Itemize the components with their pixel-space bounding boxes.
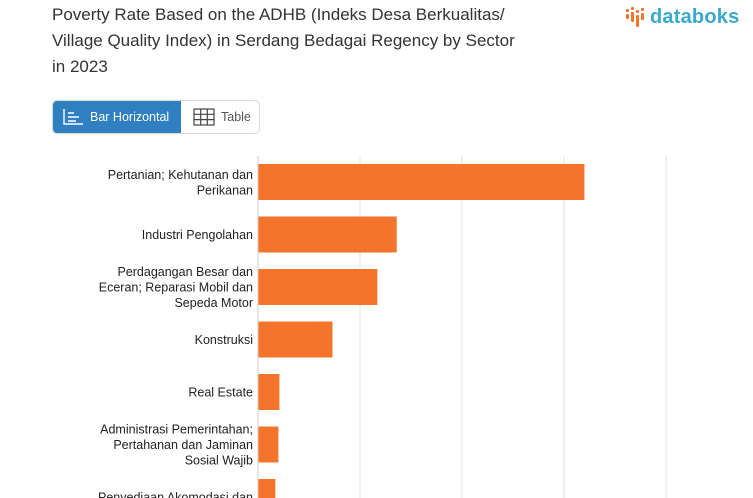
bar-horizontal-label: Bar Horizontal — [90, 110, 170, 124]
chart-title-line-2: Village Quality Index) in Serdang Bedaga… — [52, 31, 515, 50]
chart-title-line-3: in 2023 — [52, 57, 108, 76]
bar[interactable] — [258, 479, 276, 498]
category-label: Perdagangan Besar dan Eceran; Reparasi Mo… — [99, 265, 253, 310]
category-label: Real Estate — [188, 386, 253, 400]
databoks-logo-icon — [626, 7, 644, 27]
category-label: Pertanian; Kehutanan dan Perikanan — [108, 168, 253, 198]
bar[interactable] — [258, 374, 280, 410]
bar[interactable] — [258, 164, 585, 200]
bar[interactable] — [258, 269, 378, 305]
chart-title-line-1: Poverty Rate Based on the ADHB (Indeks D… — [52, 5, 505, 24]
chart-title: Poverty Rate Based on the ADHB (Indeks D… — [52, 2, 572, 80]
databoks-logo-text: databoks — [650, 5, 740, 28]
databoks-logo[interactable]: databoks — [625, 4, 739, 30]
bar-horizontal-tab[interactable]: Bar Horizontal — [53, 101, 181, 133]
bar[interactable] — [258, 321, 333, 358]
view-toggle: Bar Horizontal Table — [52, 100, 260, 134]
category-label: Penyediaan Akomodasi dan — [98, 491, 253, 498]
category-label: Konstruksi — [195, 333, 253, 347]
category-label: Industri Pengolahan — [142, 228, 253, 242]
table-tab[interactable]: Table — [181, 101, 251, 133]
bar-chart-icon — [63, 109, 83, 125]
bar[interactable] — [258, 426, 279, 463]
table-icon — [193, 108, 215, 126]
table-label: Table — [221, 110, 251, 124]
category-label: Administrasi Pemerintahan; Pertahanan dan… — [100, 423, 253, 468]
bar[interactable] — [258, 216, 397, 253]
